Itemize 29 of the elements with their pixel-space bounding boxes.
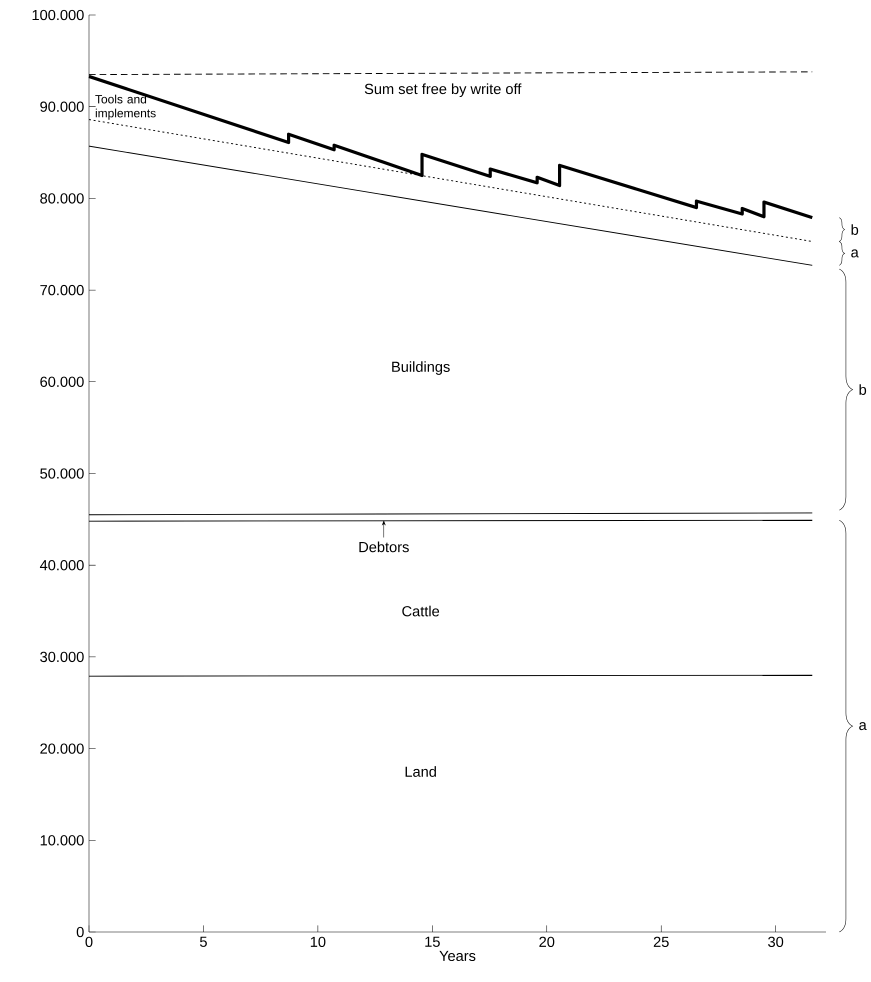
y-tick-label: 100.000 [32, 10, 84, 20]
y-tick-label: 70.000 [40, 284, 84, 296]
x-tick-label: 10 [310, 936, 326, 948]
x-tick-label: 30 [768, 936, 784, 948]
y-tick-label: 20.000 [40, 743, 84, 754]
y-tick-label: 30.000 [40, 652, 84, 662]
text: b [859, 384, 866, 395]
annotation: Buildings [392, 361, 450, 375]
x-tick-label: 5 [200, 936, 207, 947]
x-axis-title: Years [439, 950, 476, 962]
y-tick-label: 60.000 [40, 376, 84, 387]
x-tick-label: 25 [654, 936, 669, 948]
y-tick-label: 50.000 [40, 468, 84, 479]
x-tick-label: 20 [539, 936, 554, 948]
y-tick-label: 40.000 [40, 560, 84, 570]
annotation: Debtors [359, 541, 409, 552]
annotation: Cattle [402, 606, 440, 616]
annotation: Sum set free by write off [364, 83, 522, 97]
y-tick-label: 80.000 [40, 193, 84, 204]
annotation: Land [406, 766, 436, 777]
text: a [859, 722, 867, 730]
annotation: Tools and implements [95, 94, 156, 120]
x-tick-label: 15 [425, 936, 440, 947]
x-tick-label: 0 [85, 936, 92, 948]
y-tick-label: 10.000 [40, 835, 84, 846]
y-tick-label: 90.000 [40, 102, 84, 112]
text: a [851, 249, 859, 258]
text: b [851, 224, 858, 235]
y-tick-label: 0 [76, 926, 84, 938]
